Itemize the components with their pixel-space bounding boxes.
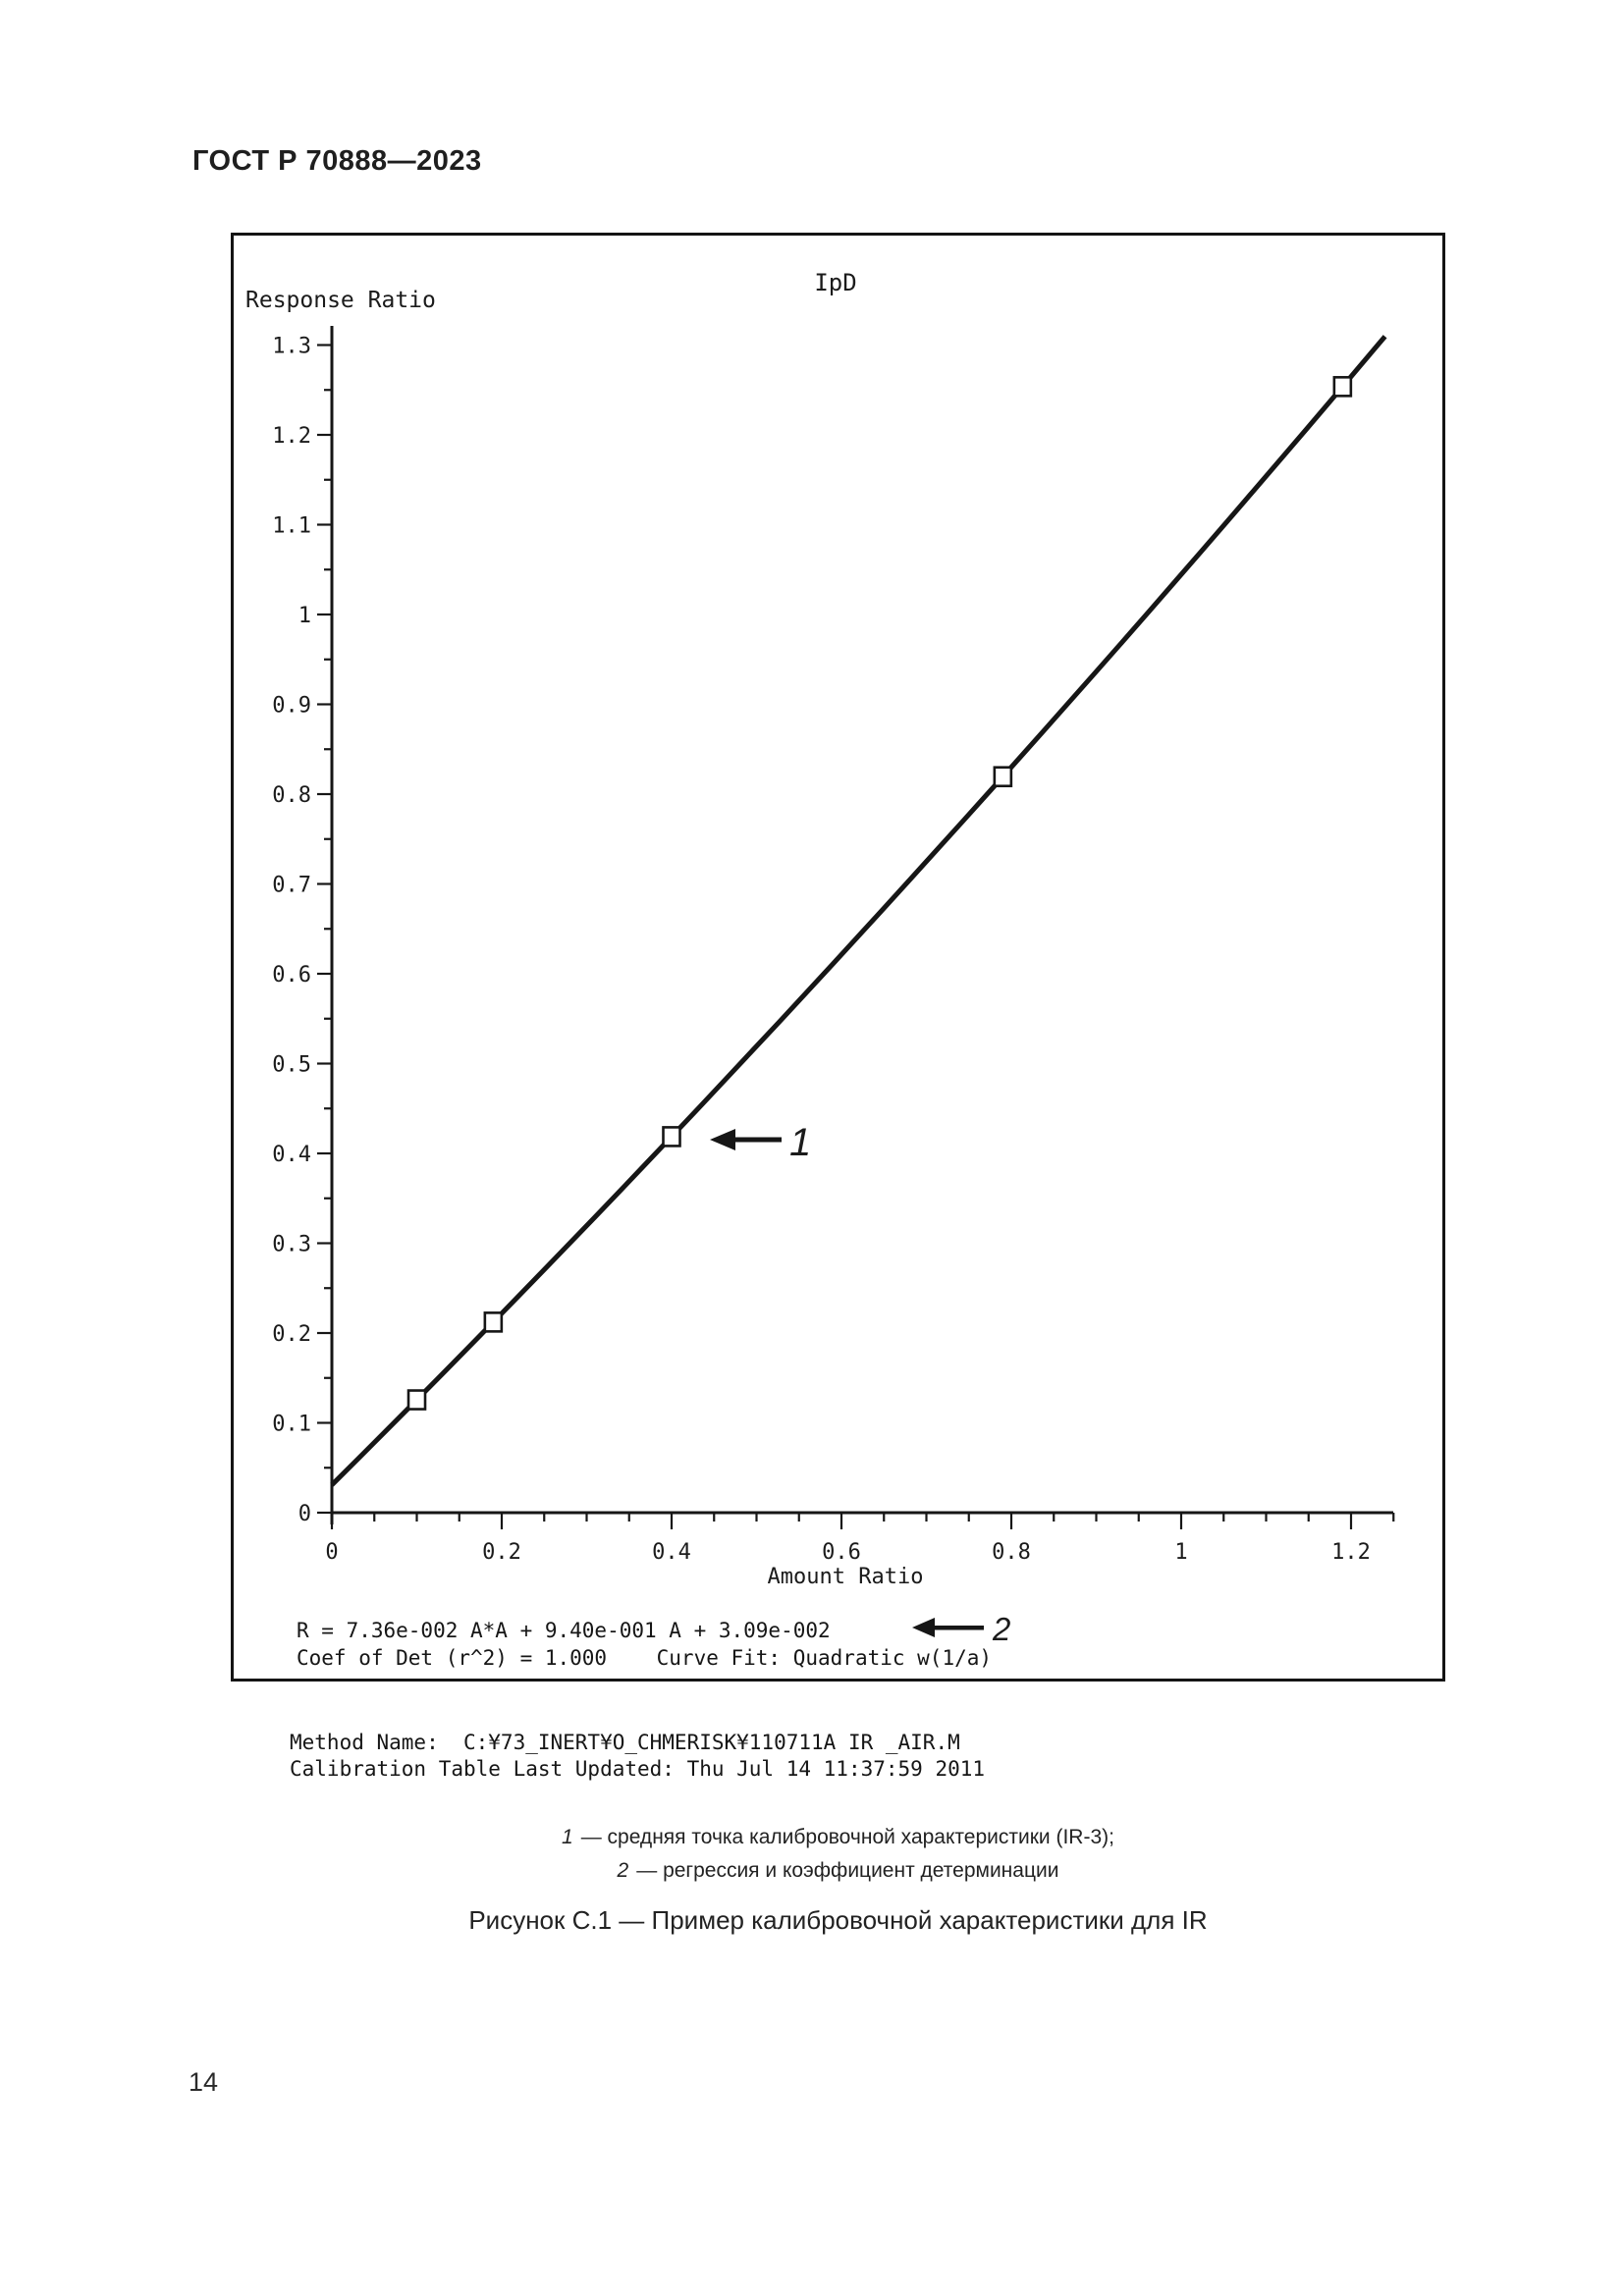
calibration-chart: IpD Response Ratio Amount Ratio 00.10.20… <box>245 269 1395 1647</box>
y-tick-label: 0 <box>298 1502 311 1526</box>
arrow-shaft <box>933 1626 984 1630</box>
y-tick-label: 1 <box>298 604 311 628</box>
x-tick-label: 0.8 <box>992 1540 1031 1565</box>
calibration-updated-line: Calibration Table Last Updated: Thu Jul … <box>290 1757 986 1781</box>
annotation-1-label: 1 <box>789 1121 811 1164</box>
fit-statistics-line: Coef of Det (r^2) = 1.000 Curve Fit: Qua… <box>297 1646 993 1670</box>
y-axis-title: Response Ratio <box>245 288 436 313</box>
annotation-arrow-1: 1 <box>710 1121 811 1164</box>
annotation-2-label: 2 <box>992 1611 1010 1647</box>
arrow-shaft <box>732 1137 782 1143</box>
y-tick-label: 0.1 <box>272 1413 311 1437</box>
annotation-arrow-2: 2 <box>912 1611 1010 1647</box>
legend-item-2: 2 — регрессия и коэффициент детерминации <box>231 1854 1445 1888</box>
x-tick-label: 0.4 <box>652 1540 691 1565</box>
y-tick-label: 0.2 <box>272 1322 311 1347</box>
legend-1-number: 1 <box>562 1826 573 1848</box>
x-axis-title: Amount Ratio <box>768 1565 924 1589</box>
figure-captions: 1 — средняя точка калибровочной характери… <box>231 1821 1445 1936</box>
figure-caption: Рисунок С.1 — Пример калибровочной харак… <box>468 1905 1208 1935</box>
document-header: ГОСТ Р 70888—2023 <box>192 145 482 177</box>
legend-2-text: — регрессия и коэффициент детерминации <box>636 1859 1059 1882</box>
y-tick-label: 1.2 <box>272 424 311 449</box>
fit-line-layer <box>330 335 1387 1487</box>
y-tick-label: 1.1 <box>272 514 311 539</box>
calibration-fit-line <box>330 335 1387 1487</box>
axes-layer: 0 0.1 0.2 0.3 0.4 0.5 0.6 0.7 0.8 0.9 1 1.1 1.2 1.3 0 0… <box>272 326 1395 1565</box>
x-tick-label: 0.2 <box>482 1540 521 1565</box>
y-tick-label: 0.6 <box>272 963 311 988</box>
legend-2-number: 2 <box>617 1859 629 1882</box>
x-tick-label: 1 <box>1174 1540 1187 1565</box>
calibration-point-marker <box>406 1389 427 1411</box>
legend-1-text: — средняя точка калибровочной характерис… <box>580 1826 1114 1848</box>
page-number: 14 <box>189 2067 219 2097</box>
y-tick-label: 0.9 <box>272 694 311 719</box>
data-points-layer <box>406 376 1353 1411</box>
y-tick-label: 0.5 <box>272 1053 311 1078</box>
calibration-point-marker <box>993 766 1013 788</box>
x-tick-label: 1.2 <box>1331 1540 1371 1565</box>
chart-title: IpD <box>814 269 856 296</box>
y-tick-label: 0.3 <box>272 1233 311 1257</box>
x-tick-label: 0.6 <box>822 1540 861 1565</box>
calibration-point-marker <box>1332 376 1353 398</box>
calibration-point-marker <box>483 1311 504 1333</box>
x-tick-label: 0 <box>325 1540 338 1565</box>
arrow-head-icon <box>710 1129 735 1150</box>
method-name-line: Method Name: C:¥73_INERT¥O_CHMERISK¥1107… <box>290 1731 960 1754</box>
y-tick-label: 0.8 <box>272 783 311 808</box>
y-tick-label: 0.4 <box>272 1143 311 1167</box>
y-tick-label: 0.7 <box>272 874 311 898</box>
y-tick-label: 1.3 <box>272 335 311 359</box>
chart-frame: IpD Response Ratio Amount Ratio 0 0.1 0.2 0… <box>231 233 1445 1682</box>
calibration-point-marker <box>662 1126 681 1148</box>
regression-equation: R = 7.36e-002 A*A + 9.40e-001 A + 3.09e-… <box>297 1619 831 1642</box>
legend-item-1: 1 — средняя точка калибровочной характери… <box>231 1821 1445 1854</box>
arrow-head-icon <box>912 1618 935 1637</box>
